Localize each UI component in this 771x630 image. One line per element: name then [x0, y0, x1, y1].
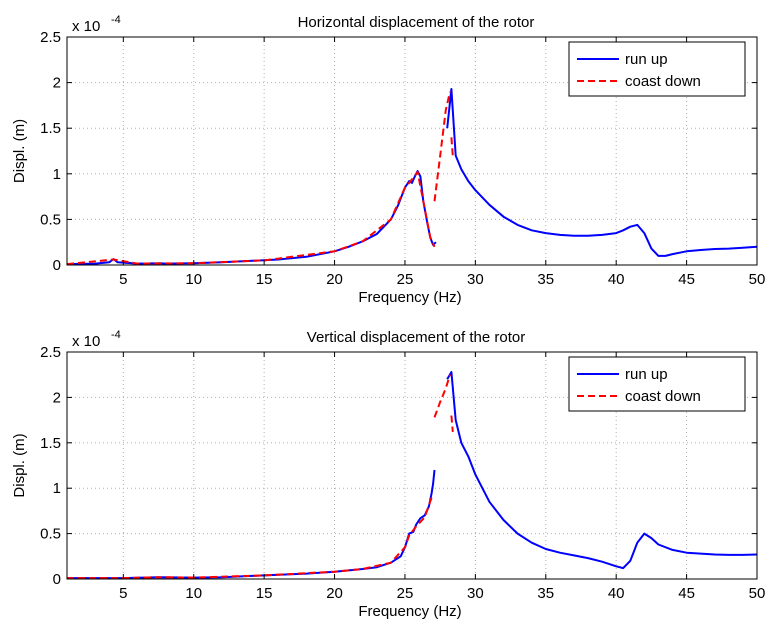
y-tick-label: 1 — [53, 480, 61, 497]
y-tick-label: 0 — [53, 571, 61, 588]
y-axis-label: Displ. (m) — [11, 119, 28, 183]
series-line-coast-down — [433, 91, 451, 202]
y-multiplier-label: x 10 — [72, 333, 100, 350]
legend: run up coast down — [568, 356, 746, 412]
x-tick-label: 10 — [185, 585, 202, 602]
y-exponent-label: -4 — [111, 14, 121, 26]
y-tick-label: 2 — [53, 75, 61, 92]
series-line-coast-down — [67, 496, 433, 580]
x-axis-label: Frequency (Hz) — [358, 603, 461, 620]
legend-label: coast down — [625, 73, 701, 90]
y-tick-label: 2.5 — [40, 29, 61, 46]
x-tick-label: 15 — [256, 271, 273, 288]
x-tick-label: 45 — [678, 271, 695, 288]
y-tick-label: 2 — [53, 389, 61, 406]
x-tick-label: 35 — [537, 585, 554, 602]
y-multiplier-label: x 10 — [72, 18, 100, 35]
axes-frame — [66, 351, 758, 580]
y-tick-label: 0.5 — [40, 211, 61, 228]
legend-label: coast down — [625, 388, 701, 405]
x-tick-label: 25 — [397, 271, 414, 288]
x-tick-label: 10 — [185, 271, 202, 288]
chart-2: 5 10 15 20 25 30 35 40 45 50 0 0.5 1 1.5 2 2.5 x 10 -4 Ver… — [11, 329, 765, 620]
y-tick-label: 0.5 — [40, 526, 61, 543]
x-tick-label: 50 — [749, 585, 766, 602]
y-tick-label: 1.5 — [40, 120, 61, 137]
legend-box — [568, 41, 746, 97]
x-tick-label: 15 — [256, 585, 273, 602]
chart-1: 5 10 15 20 25 30 35 40 45 50 0 0.5 1 1.5 2 2.5 x 10 -4 Hor… — [11, 14, 765, 306]
series-line-coast-down — [66, 171, 436, 266]
x-tick-label: 20 — [326, 271, 343, 288]
x-tick-label: 40 — [608, 271, 625, 288]
chart-title: Horizontal displacement of the rotor — [298, 14, 535, 31]
series-line-coast-down — [433, 374, 451, 418]
y-axis-label: Displ. (m) — [11, 433, 28, 497]
legend: run up coast down — [568, 41, 746, 97]
y-tick-label: 1.5 — [40, 435, 61, 452]
series-line-run-up — [446, 88, 758, 257]
x-tick-label: 35 — [537, 271, 554, 288]
legend-label: run up — [625, 51, 668, 68]
series-line-run-up — [446, 371, 758, 570]
x-tick-label: 50 — [749, 271, 766, 288]
x-tick-label: 25 — [397, 585, 414, 602]
x-tick-label: 5 — [119, 585, 127, 602]
y-exponent-label: -4 — [111, 329, 121, 341]
x-tick-label: 40 — [608, 585, 625, 602]
legend-label: run up — [625, 366, 668, 383]
x-tick-label: 45 — [678, 585, 695, 602]
x-tick-label: 5 — [119, 271, 127, 288]
y-tick-label: 0 — [53, 257, 61, 274]
x-tick-label: 30 — [467, 271, 484, 288]
series-line-coast-down — [450, 137, 454, 156]
y-tick-label: 2.5 — [40, 344, 61, 361]
x-tick-label: 20 — [326, 585, 343, 602]
x-axis-label: Frequency (Hz) — [358, 289, 461, 306]
series-line-coast-down — [450, 415, 454, 432]
chart-title: Vertical displacement of the rotor — [307, 329, 525, 346]
y-tick-label: 1 — [53, 166, 61, 183]
x-tick-label: 30 — [467, 585, 484, 602]
legend-box — [568, 356, 746, 412]
axes-frame — [66, 36, 758, 266]
